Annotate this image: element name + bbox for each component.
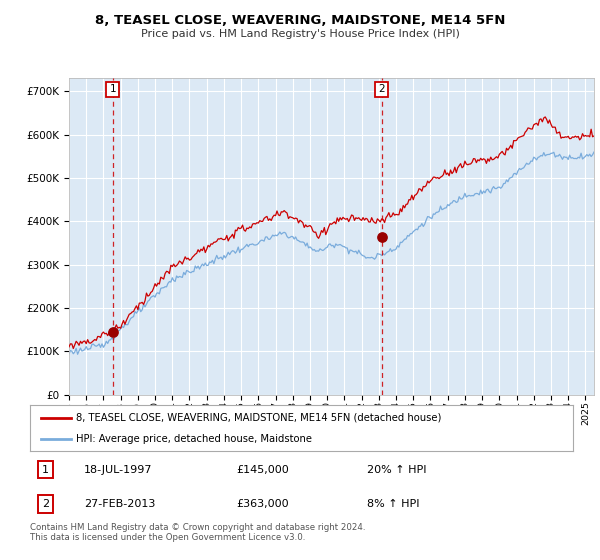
Text: 8, TEASEL CLOSE, WEAVERING, MAIDSTONE, ME14 5FN: 8, TEASEL CLOSE, WEAVERING, MAIDSTONE, M… [95, 14, 505, 27]
Point [108, 328, 118, 337]
Text: Price paid vs. HM Land Registry's House Price Index (HPI): Price paid vs. HM Land Registry's House … [140, 29, 460, 39]
Text: 1: 1 [42, 465, 49, 474]
Text: 18-JUL-1997: 18-JUL-1997 [85, 465, 153, 474]
Text: 8% ↑ HPI: 8% ↑ HPI [367, 500, 419, 509]
Text: 2: 2 [378, 85, 385, 95]
Text: 8, TEASEL CLOSE, WEAVERING, MAIDSTONE, ME14 5FN (detached house): 8, TEASEL CLOSE, WEAVERING, MAIDSTONE, M… [76, 413, 442, 423]
Text: £145,000: £145,000 [236, 465, 289, 474]
Text: 1: 1 [109, 85, 116, 95]
Text: 2: 2 [41, 500, 49, 509]
Text: HPI: Average price, detached house, Maidstone: HPI: Average price, detached house, Maid… [76, 435, 312, 444]
Text: Contains HM Land Registry data © Crown copyright and database right 2024.
This d: Contains HM Land Registry data © Crown c… [30, 523, 365, 543]
Text: £363,000: £363,000 [236, 500, 289, 509]
Text: 20% ↑ HPI: 20% ↑ HPI [367, 465, 426, 474]
Text: 27-FEB-2013: 27-FEB-2013 [85, 500, 155, 509]
Point [377, 233, 386, 242]
